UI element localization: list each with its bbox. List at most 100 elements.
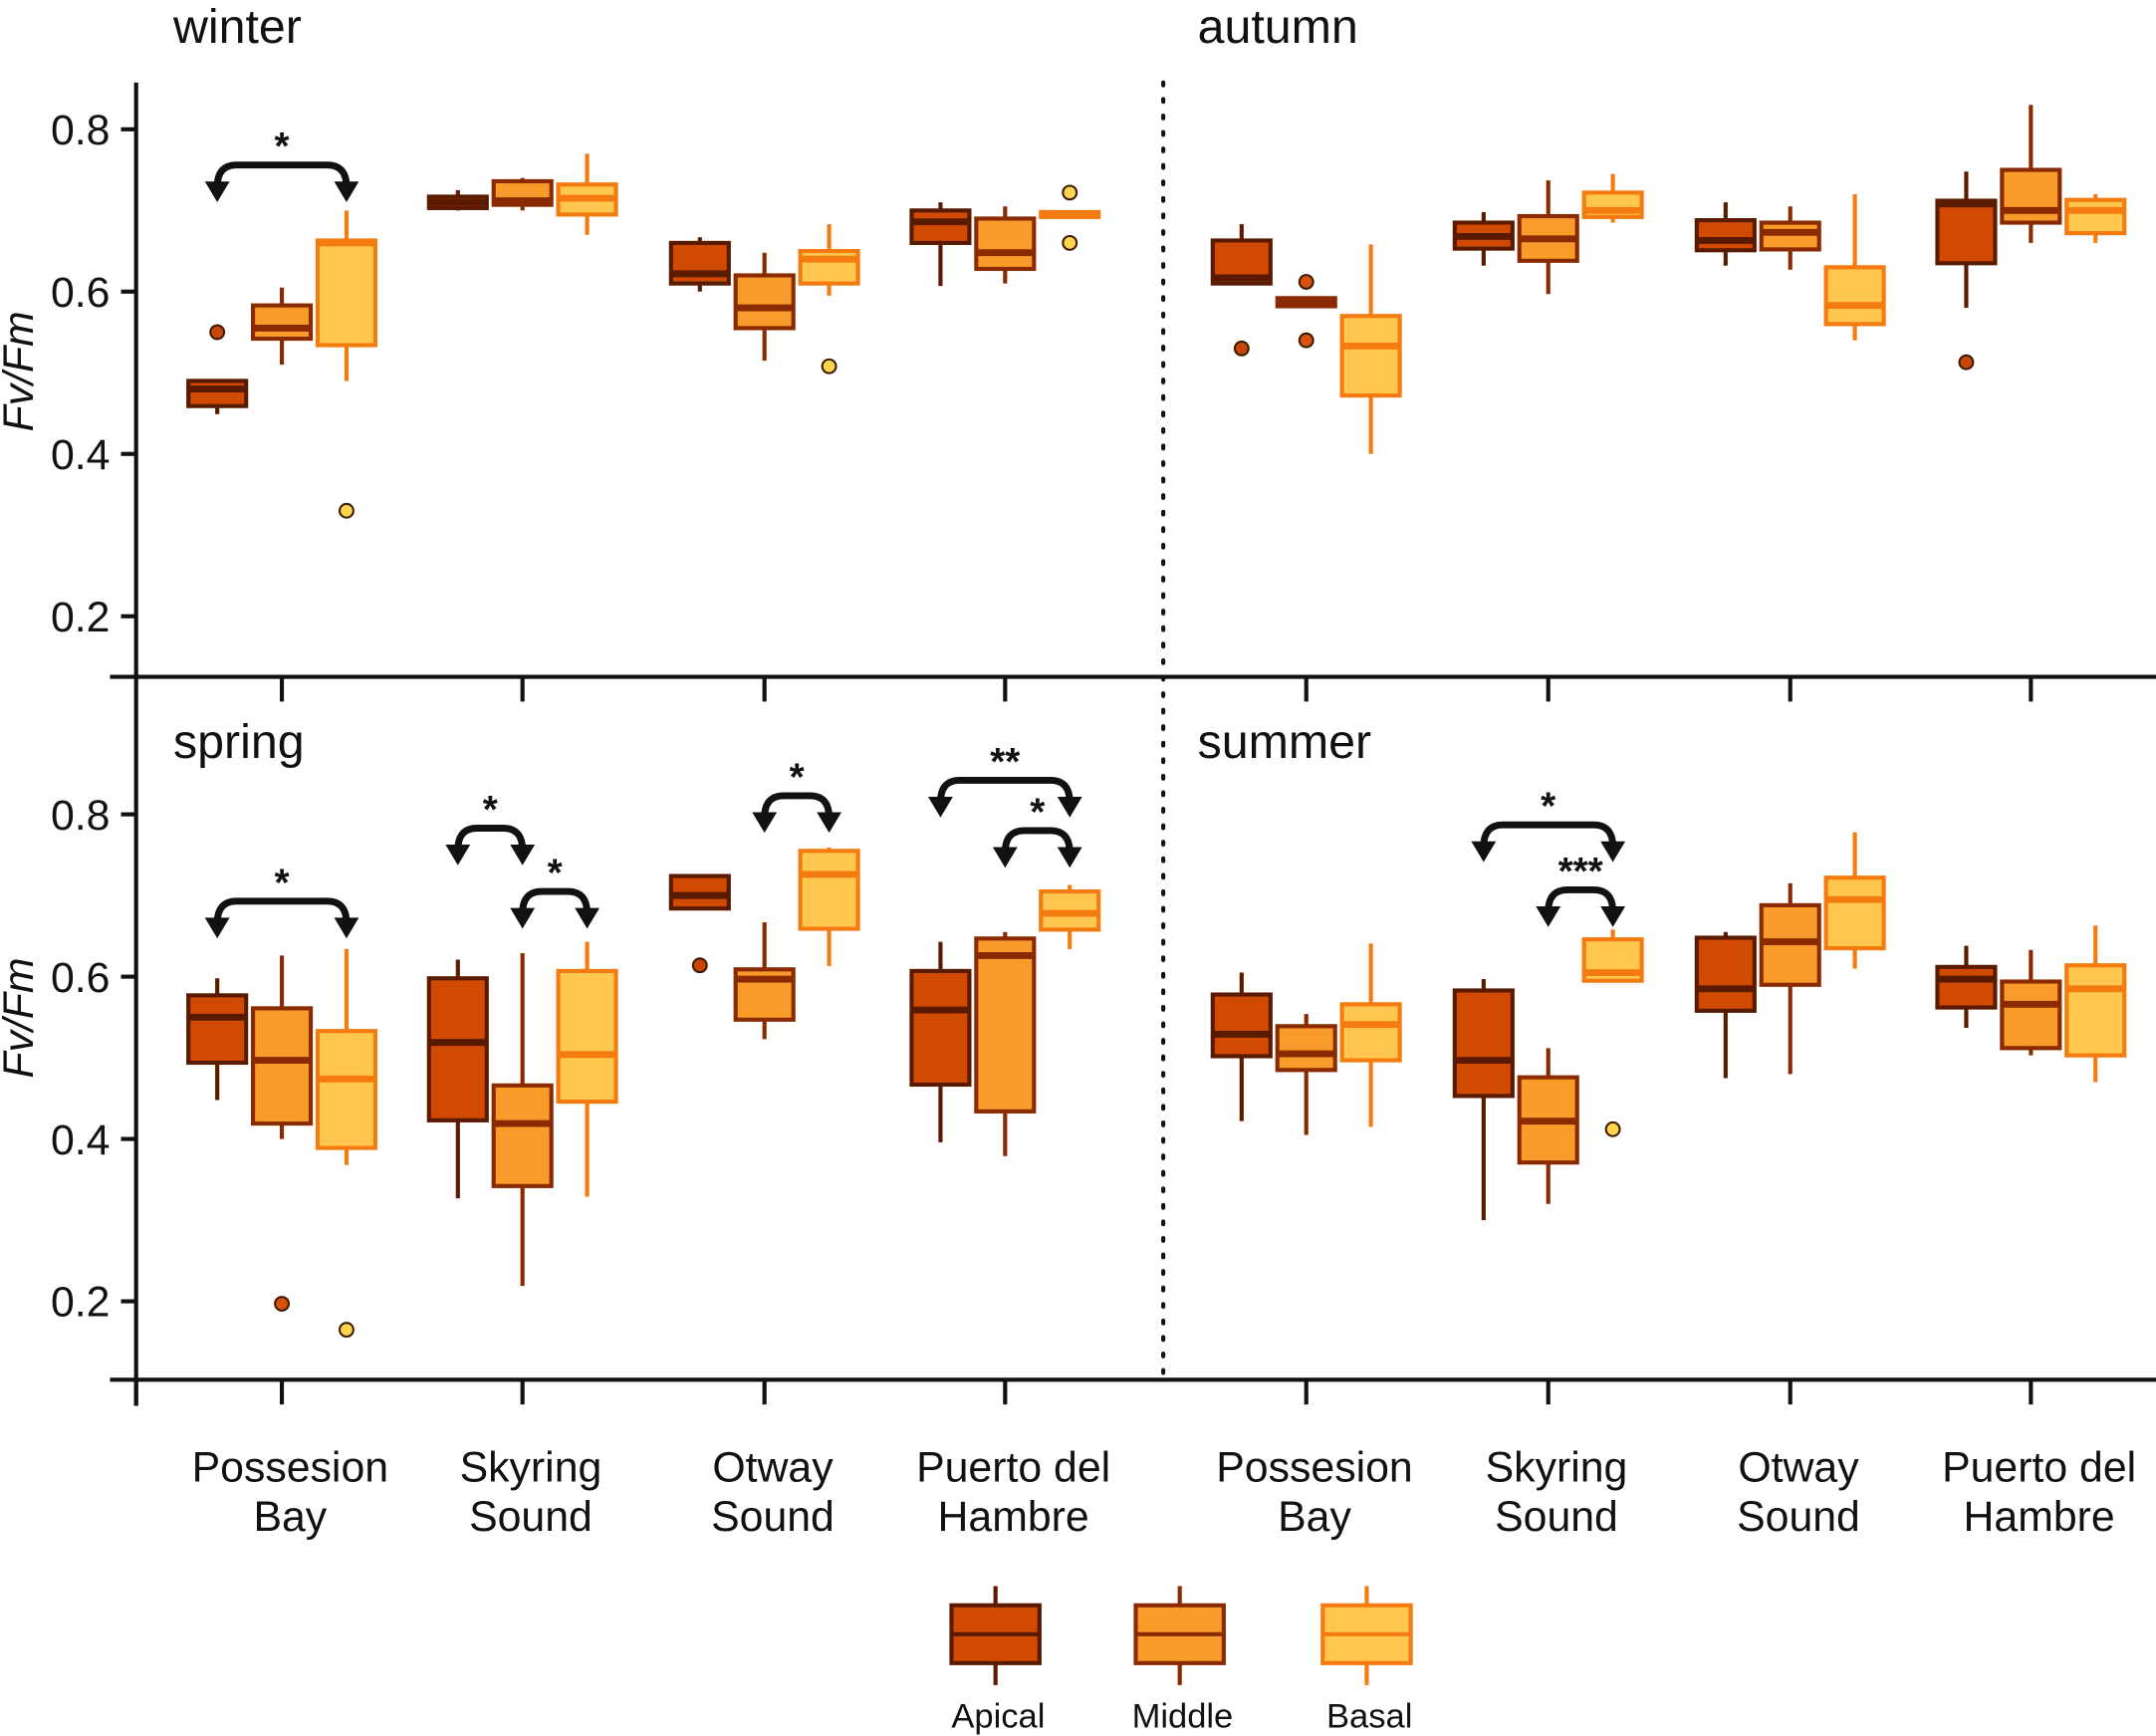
arrowhead-icon (510, 845, 536, 866)
panel-title: autumn (1198, 0, 1358, 54)
box-basal (315, 210, 378, 519)
significance-bracket: * (510, 853, 600, 929)
bracket-line (213, 897, 351, 924)
bracket-line (213, 161, 351, 187)
x-category-label: Hambre (1964, 1493, 2115, 1541)
box-basal (2064, 194, 2127, 243)
box-basal (1039, 184, 1101, 251)
y-tick-label: 0.4 (51, 431, 110, 479)
legend-label: Middle (1132, 1698, 1234, 1736)
bracket-line (1480, 821, 1617, 848)
y-tick-label: 0.4 (51, 1116, 110, 1164)
legend: Apical Middle Basal (949, 1586, 1413, 1736)
significance-label: ** (990, 741, 1020, 784)
box-middle (491, 952, 554, 1287)
significance-bracket: * (204, 862, 359, 939)
arrowhead-icon (334, 917, 359, 939)
box-apical (1694, 931, 1757, 1079)
box (2000, 979, 2062, 1051)
box (315, 1029, 378, 1150)
box (1935, 964, 1998, 1010)
box-basal (556, 153, 618, 235)
significance-label: * (548, 853, 563, 895)
box (974, 216, 1037, 272)
significance-label: * (1030, 791, 1045, 834)
box (733, 273, 796, 331)
bracket-line (761, 792, 834, 819)
panel-autumn: autumn (1198, 0, 2127, 454)
box-basal (1339, 943, 1402, 1127)
box-basal (1581, 173, 1644, 223)
box (250, 1006, 314, 1126)
box-middle (1759, 206, 1821, 270)
x-category-label: Puerto del (916, 1443, 1110, 1491)
box (556, 968, 618, 1105)
outlier-point (339, 502, 355, 519)
arrowhead-icon (204, 917, 230, 939)
box (1823, 265, 1886, 327)
outlier-point (1958, 354, 1975, 371)
outlier-point (691, 957, 708, 974)
box (1339, 314, 1402, 398)
arrowhead-icon (752, 812, 778, 834)
arrowhead-icon (334, 181, 359, 202)
y-tick-label: 0.2 (51, 1279, 110, 1327)
panel-title: summer (1198, 715, 1372, 769)
box-middle (250, 955, 314, 1312)
box (2064, 963, 2127, 1058)
legend-item-middle: Middle (1132, 1586, 1234, 1736)
legend-label: Basal (1326, 1698, 1412, 1736)
box-basal (1581, 929, 1644, 1137)
outlier-point (209, 324, 226, 341)
panel-title: winter (172, 0, 302, 54)
x-category-label: Puerto del (1942, 1443, 2136, 1491)
box (668, 240, 731, 286)
outlier-point (1298, 274, 1315, 290)
box-middle (1517, 180, 1579, 295)
bracket-line (1001, 827, 1074, 854)
arrowhead-icon (1471, 841, 1497, 863)
box-basal (798, 848, 860, 967)
significance-label: *** (1558, 851, 1603, 893)
box-middle (2000, 949, 2062, 1056)
significance-bracket: * (992, 791, 1082, 868)
significance-bracket: * (445, 789, 536, 866)
box-middle (1275, 274, 1337, 349)
box-apical (1694, 202, 1757, 266)
outlier-point (821, 358, 838, 374)
panel-summer: summer **** (1198, 715, 2127, 1221)
y-axis-label: Fv/Fm (0, 311, 43, 431)
box-basal (1039, 884, 1101, 949)
significance-label: * (275, 862, 290, 904)
arrowhead-icon (817, 812, 842, 834)
box (1339, 1002, 1402, 1063)
box-apical (1452, 211, 1515, 266)
significance-label: * (1541, 786, 1556, 829)
box-middle (1759, 882, 1821, 1075)
arrowhead-icon (1057, 847, 1082, 868)
significance-label: * (790, 756, 805, 799)
box-apical (1210, 224, 1273, 357)
box-basal (2064, 925, 2127, 1083)
x-category-label: Skyring (460, 1443, 602, 1491)
arrowhead-icon (204, 181, 230, 202)
box-middle (733, 922, 796, 1040)
x-category-label: Sound (1737, 1493, 1860, 1541)
significance-bracket: * (752, 756, 842, 834)
box-apical (668, 237, 731, 292)
box-middle (1517, 1048, 1579, 1204)
outlier-point (1062, 184, 1078, 201)
panel-spring: spring**** *** (173, 715, 1101, 1339)
box-basal (315, 948, 378, 1339)
x-category-label: Sound (711, 1493, 835, 1541)
box-apical (909, 941, 972, 1142)
x-category-label: Possesion (1216, 1443, 1412, 1491)
box (1694, 218, 1757, 253)
y-tick-label: 0.8 (51, 107, 110, 154)
box-basal (1823, 194, 1886, 341)
box (491, 1083, 554, 1188)
box-apical (1452, 979, 1515, 1221)
significance-bracket: * (1471, 786, 1626, 863)
arrowhead-icon (927, 796, 953, 818)
box (186, 378, 249, 408)
